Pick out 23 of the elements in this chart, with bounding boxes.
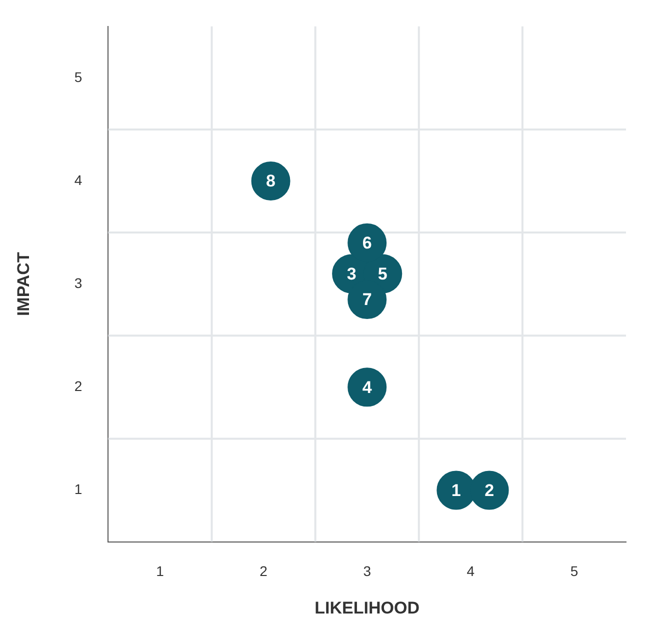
- annotation: 3: [346, 264, 356, 284]
- point: [348, 223, 387, 262]
- annotation: 2: [484, 480, 494, 500]
- annotation: 6: [362, 234, 372, 253]
- x-tick-label: 1: [156, 563, 164, 580]
- x-axis-title: LIKELIHOOD: [314, 598, 420, 618]
- annotation: 8: [266, 172, 276, 191]
- x-tick-label: 5: [570, 563, 578, 580]
- y-tick-label: 2: [74, 378, 82, 394]
- annotation: 5: [378, 264, 388, 284]
- y-axis-title: IMPACT: [14, 252, 33, 316]
- y-tick-label: 3: [74, 274, 82, 291]
- x-tick-label: 4: [466, 563, 475, 580]
- annotation: 1: [451, 480, 461, 500]
- y-tick-label: 5: [74, 68, 82, 85]
- point: [251, 162, 290, 201]
- point: [348, 368, 387, 407]
- y-tick-label: 4: [74, 172, 82, 188]
- y-tick-label: 1: [74, 481, 82, 498]
- x-tick-label: 3: [363, 563, 372, 580]
- annotation: 7: [362, 290, 372, 310]
- annotation: 4: [362, 378, 372, 397]
- x-tick-label: 2: [260, 563, 268, 580]
